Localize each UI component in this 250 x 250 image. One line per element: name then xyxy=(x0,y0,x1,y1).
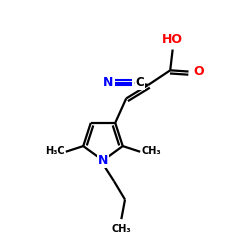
Text: H₃C: H₃C xyxy=(45,146,64,156)
Text: CH₃: CH₃ xyxy=(112,224,131,234)
Text: O: O xyxy=(194,65,204,78)
Text: N: N xyxy=(98,154,108,167)
Text: C: C xyxy=(136,76,144,89)
Text: N: N xyxy=(103,76,113,89)
Text: HO: HO xyxy=(162,33,183,46)
Text: CH₃: CH₃ xyxy=(142,146,161,156)
